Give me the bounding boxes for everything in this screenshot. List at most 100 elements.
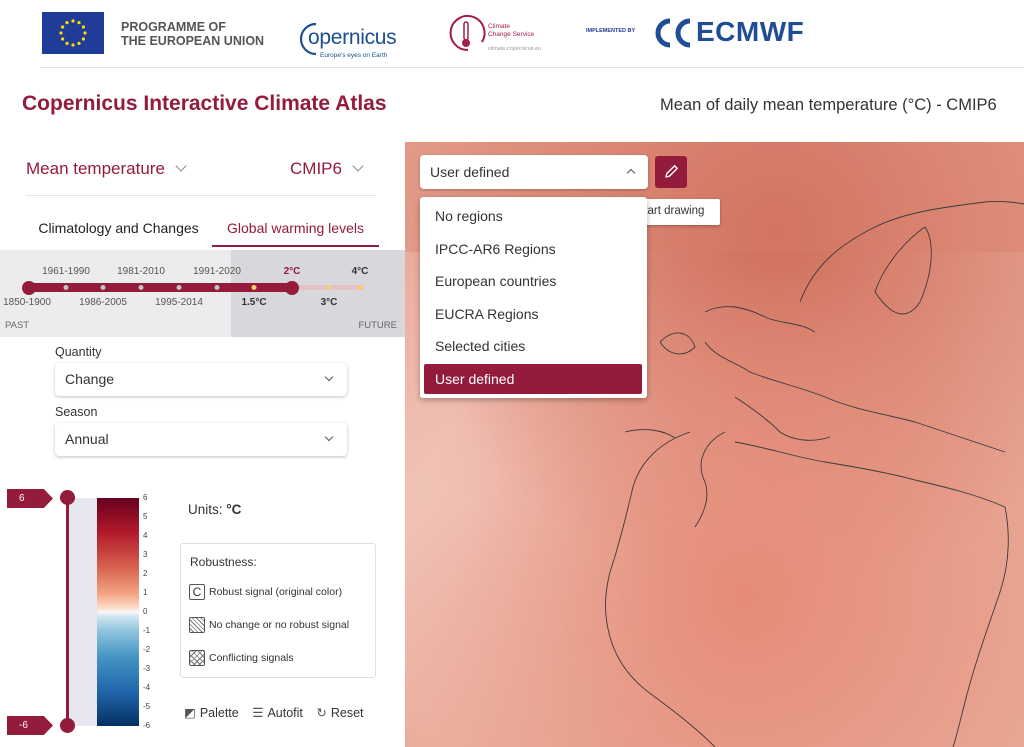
legend-range-slider[interactable] xyxy=(66,498,69,726)
chevron-up-icon xyxy=(626,168,636,178)
palette-button[interactable]: ◩ Palette xyxy=(184,706,239,720)
legend-max-handle[interactable] xyxy=(60,490,75,505)
copernicus-wordmark: opernicus xyxy=(308,26,397,49)
robustness-item-label: Robust signal (original color) xyxy=(209,585,343,598)
timeline-label: 3°C xyxy=(320,297,338,308)
color-bar-tick: -6 xyxy=(143,721,151,730)
timeline-dot[interactable] xyxy=(357,285,363,290)
units-text: Units: xyxy=(188,502,223,517)
c3s-name: Climate Change Service xyxy=(488,23,535,38)
robustness-panel: Robustness: C Robust signal (original col… xyxy=(180,543,376,678)
timeline-label: 1991-2020 xyxy=(193,266,241,277)
timeline-label: 4°C xyxy=(351,266,369,277)
color-bar-tick: -1 xyxy=(143,626,151,635)
chevron-down-icon xyxy=(324,372,334,382)
color-bar-tick: 1 xyxy=(143,588,148,597)
season-label: Season xyxy=(55,405,98,419)
timeline-label: 1986-2005 xyxy=(79,297,127,308)
palette-label: Palette xyxy=(199,706,239,720)
c3s-logo: Climate Change Service climate.copernicu… xyxy=(448,12,558,58)
region-option-selected-cities[interactable]: Selected cities xyxy=(435,338,526,354)
timeline-end-handle[interactable] xyxy=(285,281,299,295)
color-bar-tick: -2 xyxy=(143,645,151,654)
timeline-start-handle[interactable] xyxy=(22,281,36,295)
region-select[interactable]: User defined xyxy=(420,155,648,189)
quantity-label: Quantity xyxy=(55,345,102,359)
legend-min-handle[interactable] xyxy=(60,718,75,733)
timeline-dot[interactable] xyxy=(100,285,106,290)
reset-button[interactable]: ↻ Reset xyxy=(316,706,363,720)
color-bar-tick: 3 xyxy=(143,550,148,559)
dataset-select[interactable]: CMIP6 xyxy=(290,159,364,179)
tab-climatology[interactable]: Climatology and Changes xyxy=(38,220,199,236)
reset-icon: ↻ xyxy=(316,706,327,720)
color-bar-tick: -3 xyxy=(143,664,151,673)
timeline-dot[interactable] xyxy=(251,285,257,290)
timeline-dot[interactable] xyxy=(176,285,182,290)
legend-min-tag[interactable]: -6 xyxy=(7,716,53,735)
robustness-item-label: No change or no robust signal xyxy=(209,618,350,631)
divider xyxy=(26,195,376,196)
region-option-user-defined[interactable]: User defined xyxy=(424,364,642,394)
coastline xyxy=(605,201,1024,747)
chevron-down-icon xyxy=(352,160,364,172)
timeline-label: 1850-1900 xyxy=(3,297,51,308)
reset-label: Reset xyxy=(330,706,364,720)
eu-flag-logo xyxy=(42,12,104,54)
color-bar-tick: 4 xyxy=(143,531,148,540)
timeline-dot[interactable] xyxy=(214,285,220,290)
color-bar-tick: 5 xyxy=(143,512,148,521)
dataset-label: CMIP6 xyxy=(290,159,342,178)
tab-global-warming-levels[interactable]: Global warming levels xyxy=(212,220,379,247)
region-option-eucra[interactable]: EUCRA Regions xyxy=(435,306,539,322)
units-value: °C xyxy=(226,502,242,517)
timeline-label: 1981-2010 xyxy=(117,266,165,277)
robust-signal-icon: C xyxy=(189,584,205,600)
robustness-item: C Robust signal (original color) xyxy=(189,584,342,600)
robustness-title: Robustness: xyxy=(190,555,257,569)
season-value: Annual xyxy=(65,431,109,447)
period-timeline[interactable]: 1961-1990 1981-2010 1991-2020 2°C 4°C 18… xyxy=(0,250,405,337)
timeline-past-label: PAST xyxy=(5,320,30,331)
legend-max-tag[interactable]: 6 xyxy=(7,489,53,508)
header-divider xyxy=(40,67,1024,68)
legend-tools: ◩ Palette ☰ Autofit ↻ Reset xyxy=(184,705,374,720)
region-option-no-regions[interactable]: No regions xyxy=(435,208,503,224)
logo-header: PROGRAMME OF THE EUROPEAN UNION opernicu… xyxy=(0,0,1024,68)
copernicus-tagline: Europe's eyes on Earth xyxy=(320,52,388,59)
quantity-value: Change xyxy=(65,371,115,387)
season-select[interactable]: Annual xyxy=(55,423,347,456)
autofit-button[interactable]: ☰ Autofit xyxy=(252,706,303,720)
app-title: Copernicus Interactive Climate Atlas xyxy=(22,92,387,115)
units-label: Units: °C xyxy=(188,502,241,517)
palette-icon: ◩ xyxy=(184,706,196,720)
quantity-select[interactable]: Change xyxy=(55,363,347,396)
timeline-dot[interactable] xyxy=(138,285,144,290)
timeline-future-section xyxy=(231,250,405,337)
c3s-url: climate.copernicus.eu xyxy=(488,46,542,52)
robustness-item: No change or no robust signal xyxy=(189,617,349,633)
legend-range-background xyxy=(69,498,97,726)
chevron-down-icon xyxy=(324,432,334,442)
robustness-item-label: Conflicting signals xyxy=(209,651,294,664)
region-option-european-countries[interactable]: European countries xyxy=(435,273,557,289)
timeline-dot[interactable] xyxy=(326,285,332,290)
autofit-label: Autofit xyxy=(267,706,303,720)
ecmwf-logo: ECMWF xyxy=(650,14,820,52)
variable-select[interactable]: Mean temperature xyxy=(26,159,187,179)
draw-button[interactable] xyxy=(655,156,687,188)
timeline-dot[interactable] xyxy=(63,285,69,290)
hatched-pattern-icon xyxy=(189,617,205,633)
crosshatch-pattern-icon xyxy=(189,650,205,666)
robustness-item: Conflicting signals xyxy=(189,650,294,666)
region-option-ipcc-ar6[interactable]: IPCC-AR6 Regions xyxy=(435,241,556,257)
region-dropdown: No regions IPCC-AR6 Regions European cou… xyxy=(420,197,647,398)
ecmwf-wordmark: ECMWF xyxy=(696,16,805,47)
color-bar-tick: 0 xyxy=(143,607,148,616)
timeline-label: 1.5°C xyxy=(241,297,267,308)
timeline-label-selected: 2°C xyxy=(283,266,301,277)
color-bar-tick: 6 xyxy=(143,493,148,502)
region-select-value: User defined xyxy=(430,164,510,180)
eu-programme-text: PROGRAMME OF THE EUROPEAN UNION xyxy=(121,20,265,48)
color-bar-tick: -5 xyxy=(143,702,151,711)
